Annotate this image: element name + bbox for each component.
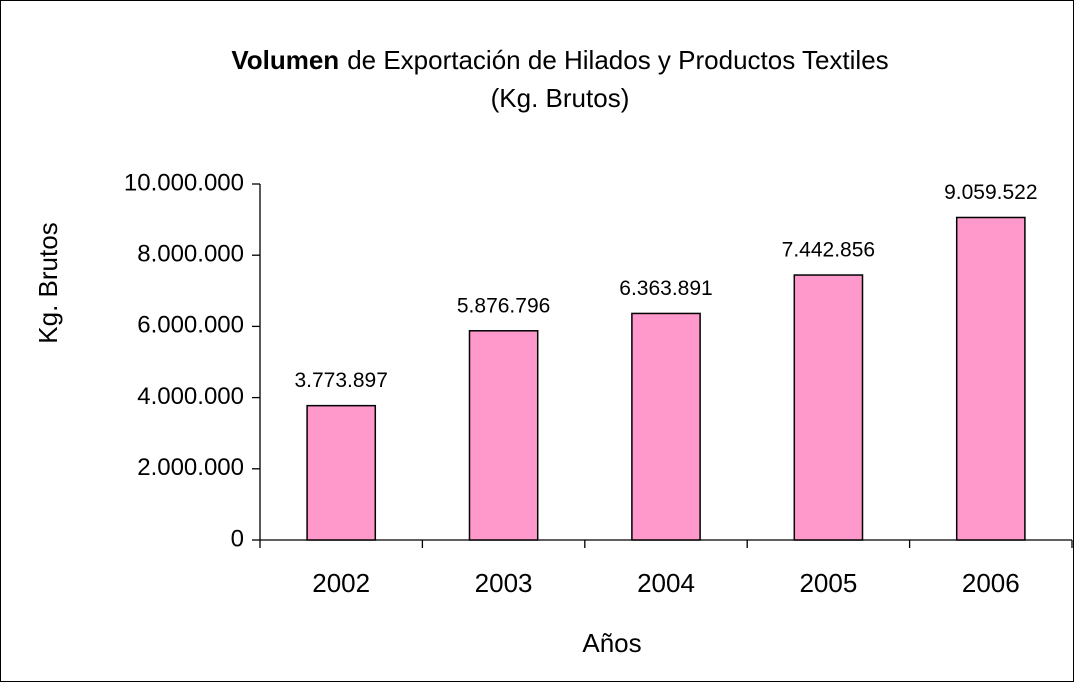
x-tick-label: 2004: [637, 568, 695, 598]
y-tick-label: 10.000.000: [124, 169, 244, 196]
data-label: 9.059.522: [944, 181, 1037, 204]
data-label: 5.876.796: [457, 294, 550, 317]
data-label: 3.773.897: [294, 369, 387, 392]
x-tick-label: 2002: [312, 568, 370, 598]
x-tick-label: 2006: [962, 568, 1020, 598]
y-tick-label: 8.000.000: [137, 241, 244, 268]
bar: [793, 274, 864, 541]
bar: [306, 404, 377, 541]
bar: [468, 330, 539, 541]
y-tick-label: 2.000.000: [137, 454, 244, 481]
y-axis-label: Kg. Brutos: [33, 222, 63, 343]
y-tick-label: 4.000.000: [137, 383, 244, 410]
y-tick-label: 6.000.000: [137, 312, 244, 339]
x-tick-label: 2003: [475, 568, 533, 598]
chart-subtitle: (Kg. Brutos): [491, 83, 630, 113]
x-axis-label: Años: [582, 628, 641, 658]
bar: [631, 312, 701, 541]
title-bold: Volumen: [231, 45, 339, 75]
data-label: 6.363.891: [619, 277, 712, 300]
bar: [955, 216, 1026, 541]
data-label: 7.442.856: [782, 239, 875, 262]
x-tick-label: 2005: [799, 568, 857, 598]
title-rest: de Exportación de Hilados y Productos Te…: [347, 45, 888, 75]
chart-title: Volumen de Exportación de Hilados y Produ…: [231, 45, 888, 75]
y-tick-label: 0: [231, 525, 244, 552]
